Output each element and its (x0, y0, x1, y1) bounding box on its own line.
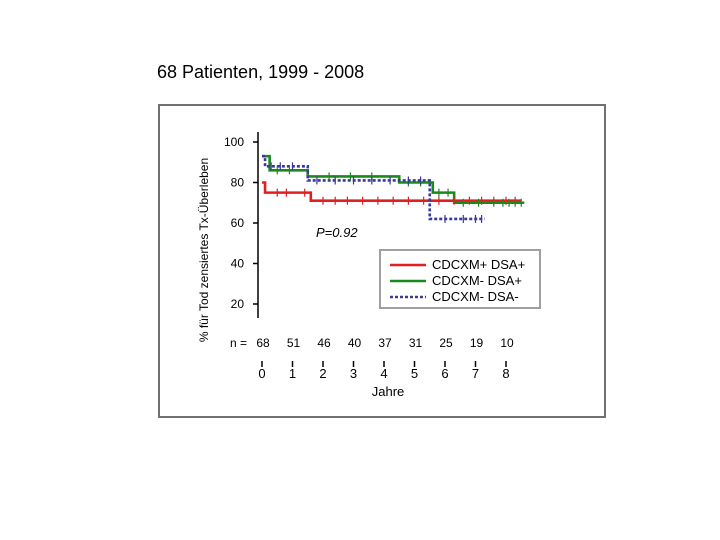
slide-title: 68 Patienten, 1999 - 2008 (157, 62, 365, 82)
n-at-risk-value: 37 (378, 336, 392, 350)
censor-marks (270, 162, 522, 223)
n-at-risk-value: 10 (500, 336, 514, 350)
n-at-risk-row: 68 51 46 40 37 31 25 19 10 (256, 336, 514, 350)
x-tick-label: 0 (258, 366, 265, 381)
x-axis-ticks: 0 1 2 3 4 5 6 7 8 (258, 361, 510, 381)
legend-box (379, 249, 541, 309)
x-tick-label: 5 (411, 366, 418, 381)
y-tick-label: 80 (231, 176, 245, 190)
x-tick-label: 1 (289, 366, 296, 381)
y-axis-ticks: 20 40 60 80 100 (224, 135, 258, 311)
legend-label: CDCXM+ DSA+ (432, 257, 525, 272)
n-at-risk-value: 40 (348, 336, 362, 350)
n-at-risk-value: 19 (470, 336, 484, 350)
y-axis-label: % für Tod zensiertes Tx-Überleben (197, 158, 211, 342)
legend: CDCXM+ DSA+CDCXM- DSA+CDCXM- DSA- (390, 257, 525, 304)
x-tick-label: 2 (319, 366, 326, 381)
y-tick-label: 20 (231, 297, 245, 311)
n-at-risk-label: n = (230, 336, 247, 350)
n-at-risk-value: 51 (287, 336, 301, 350)
x-tick-label: 6 (441, 366, 448, 381)
x-tick-label: 4 (380, 366, 387, 381)
x-axis-label: Jahre (372, 384, 405, 399)
x-tick-label: 3 (350, 366, 357, 381)
y-tick-label: 40 (231, 257, 245, 271)
x-tick-label: 8 (502, 366, 509, 381)
legend-label: CDCXM- DSA- (432, 289, 519, 304)
series-line-3 (262, 154, 485, 221)
series-group (262, 154, 525, 221)
series-line-1 (262, 181, 522, 203)
n-at-risk-value: 46 (317, 336, 331, 350)
x-tick-label: 7 (472, 366, 479, 381)
y-tick-label: 60 (231, 216, 245, 230)
n-at-risk-value: 25 (439, 336, 453, 350)
p-value-annotation: P=0.92 (316, 225, 358, 240)
n-at-risk-value: 31 (409, 336, 423, 350)
legend-label: CDCXM- DSA+ (432, 273, 522, 288)
y-tick-label: 100 (224, 135, 244, 149)
n-at-risk-value: 68 (256, 336, 270, 350)
